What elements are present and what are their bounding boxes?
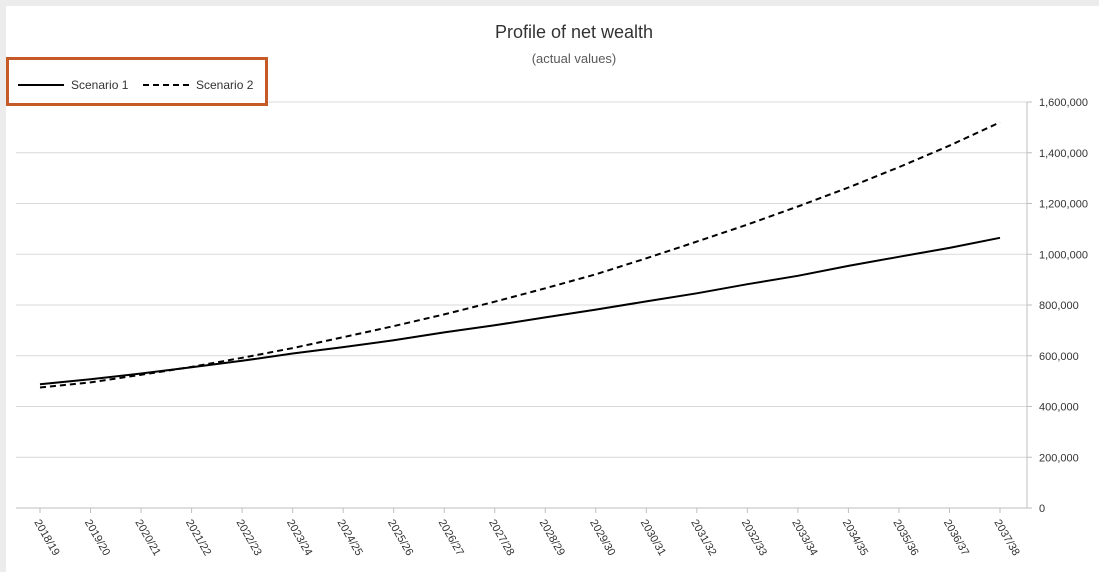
x-tick-label: 2020/21 [132, 518, 162, 558]
chart-title: Profile of net wealth [494, 22, 654, 42]
legend-label-scenario-1: Scenario 1 [71, 78, 129, 92]
x-tick-label: 2028/29 [537, 518, 567, 558]
y-tick-label: 400,000 [1039, 402, 1079, 414]
y-tick-label: 1,000,000 [1039, 249, 1088, 261]
x-tick-label: 2019/20 [82, 518, 112, 558]
x-tick-label: 2018/19 [31, 518, 61, 558]
x-tick-label: 2030/31 [638, 518, 668, 558]
y-tick-label: 800,000 [1039, 300, 1079, 312]
x-tick-label: 2025/26 [385, 518, 415, 558]
chart-subtitle: (actual values) [531, 51, 617, 66]
x-axis-tick-labels: 2018/19 2019/20 2020/21 2021/22 2022/23 2023/… [31, 518, 1021, 558]
legend-label-scenario-2: Scenario 2 [196, 78, 254, 92]
y-tick-label: 600,000 [1039, 351, 1079, 363]
x-tick-label: 2035/36 [890, 518, 920, 558]
series-line-scenario-2[interactable] [39, 121, 1001, 389]
x-tick-label: 2022/23 [234, 518, 264, 558]
x-tick-label: 2033/34 [789, 518, 819, 558]
series-lines [39, 121, 1001, 389]
chart-legend: Scenario 1 Scenario 2 [6, 57, 268, 106]
y-tick-label: 1,200,000 [1039, 199, 1088, 211]
x-tick-label: 2023/24 [284, 518, 314, 558]
x-tick-label: 2037/38 [991, 518, 1021, 558]
x-tick-label: 2024/25 [335, 518, 365, 558]
axes [16, 101, 1032, 513]
x-tick-label: 2029/30 [587, 518, 617, 558]
dashed-line-icon [143, 84, 189, 86]
x-tick-label: 2026/27 [436, 518, 466, 558]
x-tick-label: 2034/35 [840, 518, 870, 558]
x-tick-label: 2021/22 [183, 518, 213, 558]
x-tick-label: 2031/32 [688, 518, 718, 558]
y-tick-label: 1,400,000 [1039, 148, 1088, 160]
gridlines [16, 101, 1027, 458]
window-left-border [0, 0, 6, 572]
legend-item-scenario-2[interactable]: Scenario 2 [143, 78, 253, 92]
y-tick-label: 200,000 [1039, 452, 1079, 464]
window-top-border [0, 0, 1099, 6]
x-tick-label: 2036/37 [941, 518, 971, 558]
x-tick-label: 2032/33 [739, 518, 769, 558]
y-axis-tick-labels: 0 200,000 400,000 600,000 800,000 1,000,000 1,… [1039, 97, 1088, 515]
x-tick-label: 2027/28 [486, 518, 516, 558]
legend-item-scenario-1[interactable]: Scenario 1 [18, 78, 128, 92]
y-tick-label: 1,600,000 [1039, 97, 1088, 109]
solid-line-icon [18, 84, 64, 86]
y-tick-label: 0 [1039, 503, 1045, 515]
series-line-scenario-1[interactable] [39, 236, 1001, 386]
